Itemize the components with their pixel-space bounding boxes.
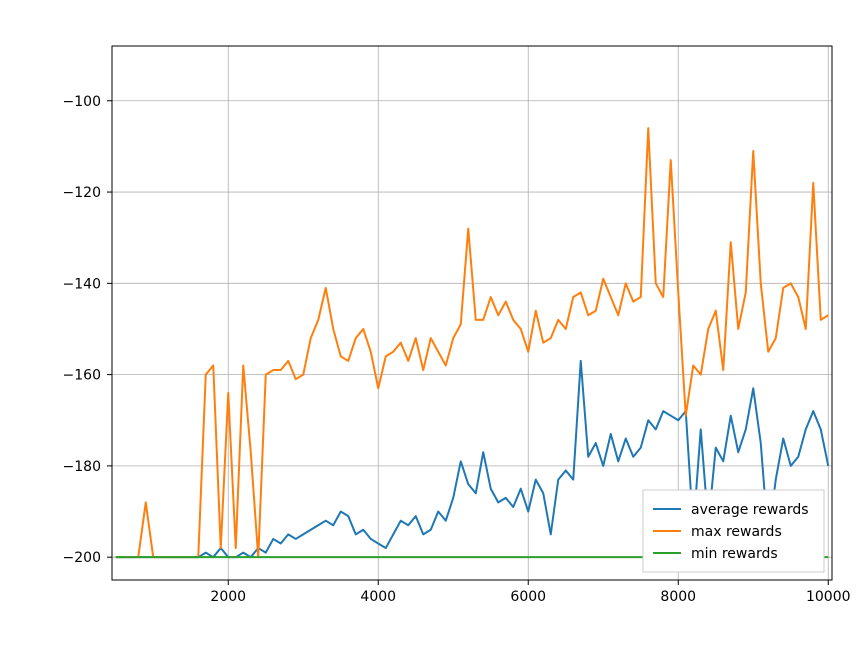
ytick-label: −120 [63, 185, 101, 201]
xtick-label: 4000 [360, 589, 396, 605]
ytick-label: −140 [63, 276, 101, 292]
legend-label: min rewards [691, 546, 778, 562]
ytick-label: −160 [63, 368, 101, 384]
chart-container: 2000 4000 6000 8000 10000 −200 −180 −160 −140 −12… [0, 0, 868, 653]
legend-label: max rewards [691, 524, 782, 540]
legend-label: average rewards [691, 502, 809, 518]
xtick-label: 8000 [660, 589, 696, 605]
xtick-label: 10000 [806, 589, 851, 605]
line-chart: 2000 4000 6000 8000 10000 −200 −180 −160 −140 −12… [0, 0, 868, 653]
legend: average rewards max rewards min rewards [643, 490, 824, 572]
xtick-label: 6000 [510, 589, 546, 605]
ytick-label: −100 [63, 94, 101, 110]
ytick-label: −180 [63, 459, 101, 475]
ytick-label: −200 [63, 550, 101, 566]
xtick-label: 2000 [210, 589, 246, 605]
